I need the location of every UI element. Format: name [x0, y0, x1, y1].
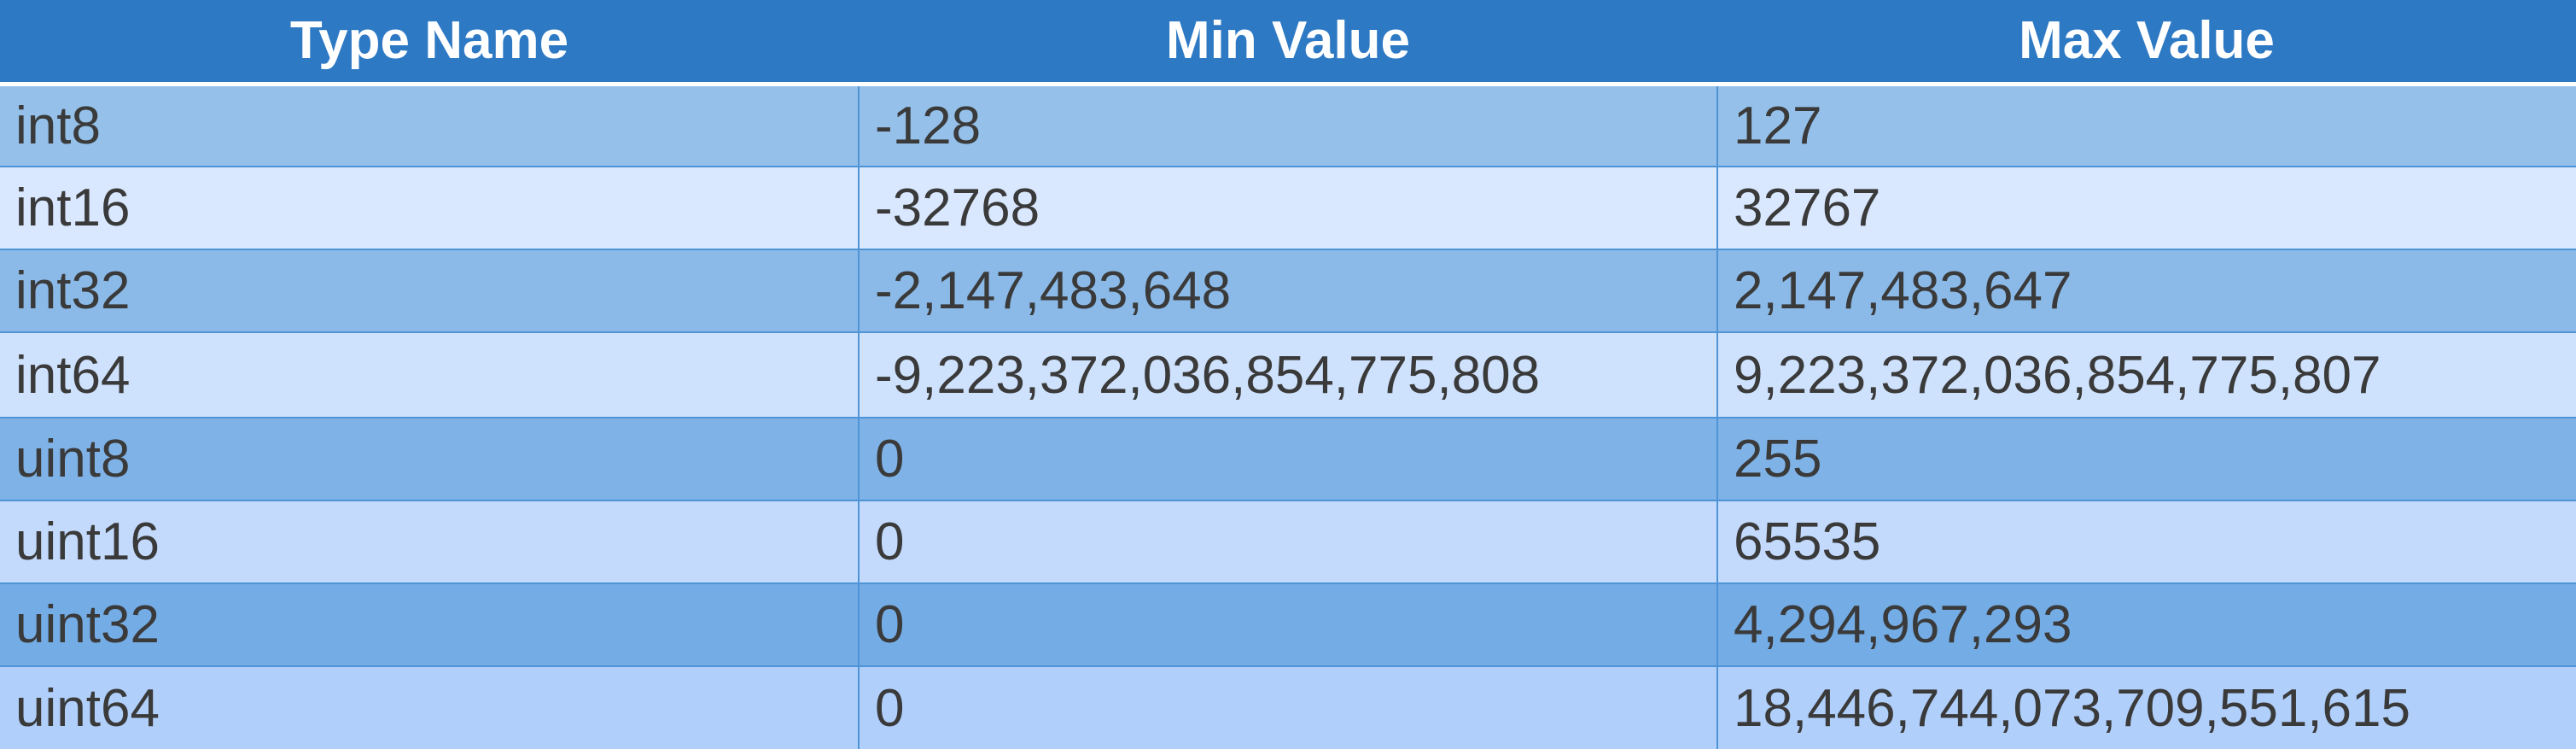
column-header-type-name: Type Name: [0, 0, 859, 86]
type-name-cell: int32: [0, 249, 859, 332]
type-name-cell: uint16: [0, 500, 859, 583]
min-value-cell: 0: [858, 665, 1717, 749]
type-name-cell: uint8: [0, 417, 859, 500]
min-value-cell: -128: [858, 83, 1717, 167]
table-row: int32 -2,147,483,648 2,147,483,647: [0, 249, 2576, 332]
table-row: uint16 0 65535: [0, 500, 2576, 583]
type-name-cell: uint32: [0, 582, 859, 666]
type-name-cell: int8: [0, 83, 859, 167]
max-value-cell: 9,223,372,036,854,775,807: [1716, 331, 2576, 418]
max-value-cell: 255: [1716, 417, 2576, 500]
max-value-cell: 32767: [1716, 166, 2576, 249]
table-row: uint64 0 18,446,744,073,709,551,615: [0, 665, 2576, 749]
header-row: Type Name Min Value Max Value: [0, 0, 2576, 86]
min-value-cell: 0: [858, 500, 1717, 583]
max-value-cell: 65535: [1716, 500, 2576, 583]
table-row: int64 -9,223,372,036,854,775,808 9,223,3…: [0, 331, 2576, 418]
min-value-cell: 0: [858, 417, 1717, 500]
type-name-cell: int16: [0, 166, 859, 249]
type-name-cell: int64: [0, 331, 859, 418]
column-header-max-value: Max Value: [1717, 0, 2576, 86]
min-value-cell: -9,223,372,036,854,775,808: [858, 331, 1717, 418]
max-value-cell: 127: [1716, 83, 2576, 167]
max-value-cell: 2,147,483,647: [1716, 249, 2576, 332]
min-value-cell: -32768: [858, 166, 1717, 249]
type-name-cell: uint64: [0, 665, 859, 749]
column-header-min-value: Min Value: [859, 0, 1717, 86]
table-row: int8 -128 127: [0, 83, 2576, 167]
table-row: int16 -32768 32767: [0, 166, 2576, 249]
max-value-cell: 18,446,744,073,709,551,615: [1716, 665, 2576, 749]
min-value-cell: -2,147,483,648: [858, 249, 1717, 332]
max-value-cell: 4,294,967,293: [1716, 582, 2576, 666]
table-row: uint8 0 255: [0, 417, 2576, 500]
min-value-cell: 0: [858, 582, 1717, 666]
table-row: uint32 0 4,294,967,293: [0, 582, 2576, 666]
